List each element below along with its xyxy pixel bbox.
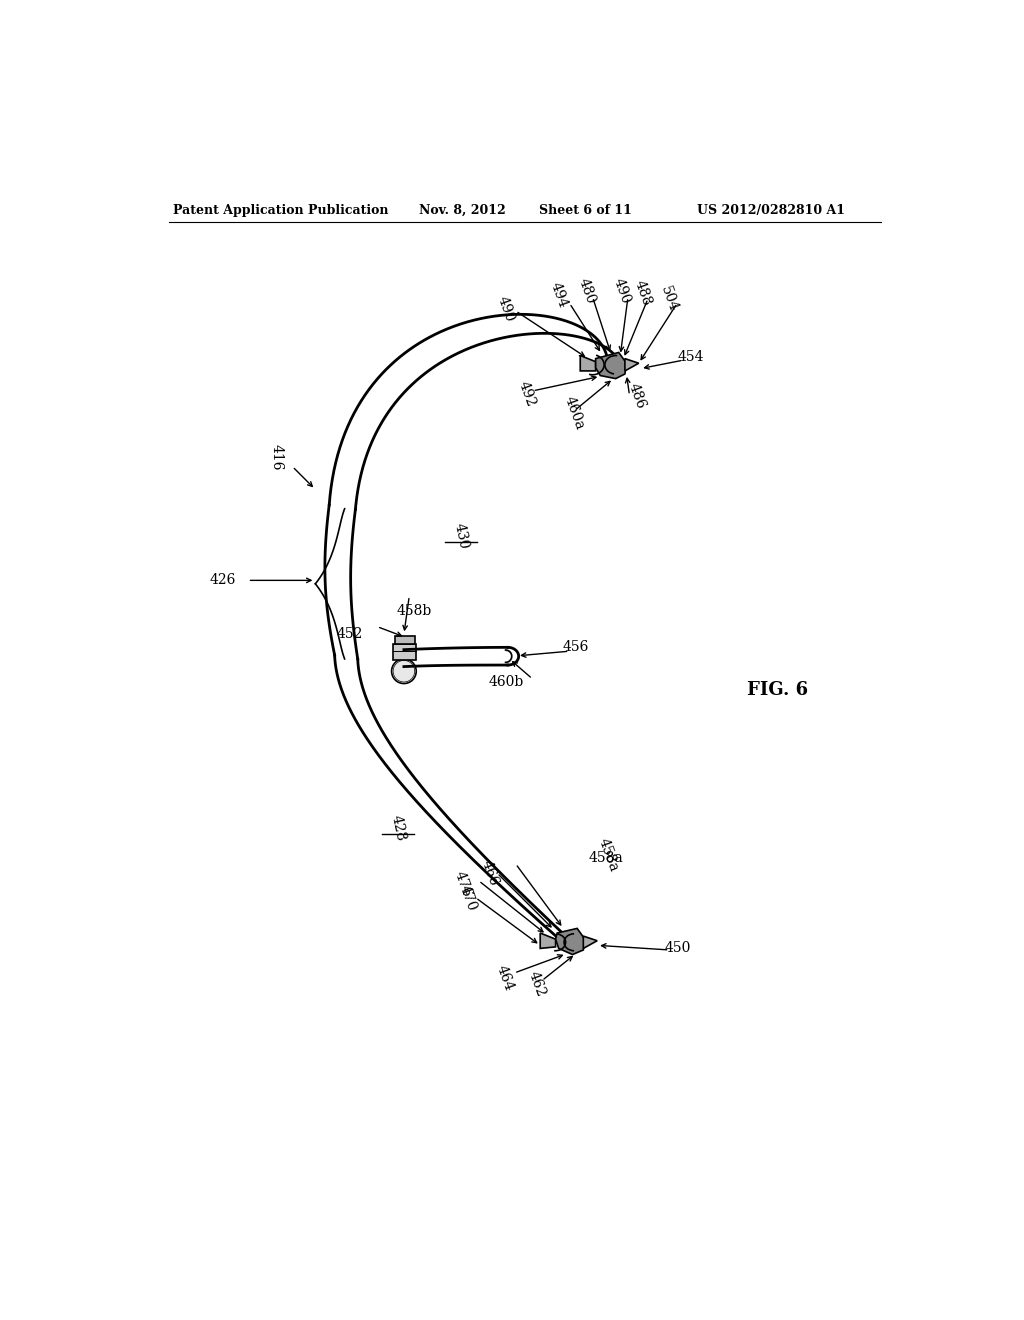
Text: 454: 454 bbox=[678, 350, 705, 364]
Polygon shape bbox=[584, 936, 597, 948]
Polygon shape bbox=[581, 355, 596, 371]
Text: 486: 486 bbox=[626, 380, 648, 411]
Text: Patent Application Publication: Patent Application Publication bbox=[173, 205, 388, 218]
Polygon shape bbox=[394, 636, 415, 644]
Text: 464: 464 bbox=[494, 964, 516, 993]
Text: 450: 450 bbox=[665, 941, 690, 954]
Polygon shape bbox=[625, 359, 639, 371]
Text: US 2012/0282810 A1: US 2012/0282810 A1 bbox=[696, 205, 845, 218]
Text: 490: 490 bbox=[610, 276, 633, 306]
Text: 460b: 460b bbox=[488, 675, 524, 689]
Text: Sheet 6 of 11: Sheet 6 of 11 bbox=[539, 205, 632, 218]
Text: 452: 452 bbox=[337, 627, 364, 642]
Text: 430: 430 bbox=[452, 521, 471, 550]
Polygon shape bbox=[393, 644, 416, 660]
Polygon shape bbox=[556, 928, 585, 954]
Text: 504: 504 bbox=[658, 284, 681, 313]
Text: 494: 494 bbox=[548, 280, 569, 309]
Text: 480: 480 bbox=[575, 276, 597, 306]
Circle shape bbox=[393, 660, 415, 682]
Text: 460a: 460a bbox=[561, 393, 587, 432]
Text: 470: 470 bbox=[457, 883, 479, 912]
Text: Nov. 8, 2012: Nov. 8, 2012 bbox=[419, 205, 506, 218]
Polygon shape bbox=[541, 933, 556, 948]
Polygon shape bbox=[596, 352, 627, 379]
Text: 476: 476 bbox=[452, 869, 474, 899]
Text: 492: 492 bbox=[516, 379, 539, 409]
Text: 426: 426 bbox=[210, 573, 237, 587]
Text: 456: 456 bbox=[562, 640, 589, 655]
Text: 428: 428 bbox=[389, 814, 409, 842]
Text: 458a: 458a bbox=[589, 850, 624, 865]
Text: 466: 466 bbox=[478, 858, 501, 888]
Text: 458b: 458b bbox=[396, 605, 431, 618]
Text: 488: 488 bbox=[632, 279, 653, 308]
Text: FIG. 6: FIG. 6 bbox=[746, 681, 808, 698]
Text: 458a: 458a bbox=[595, 837, 621, 874]
Text: 490: 490 bbox=[496, 294, 517, 323]
Text: 416: 416 bbox=[270, 444, 284, 470]
Text: 462: 462 bbox=[526, 969, 548, 999]
